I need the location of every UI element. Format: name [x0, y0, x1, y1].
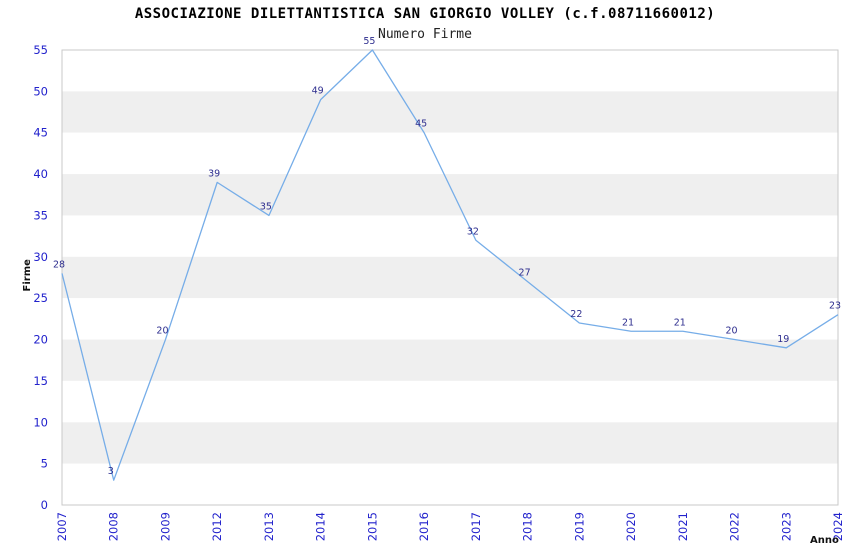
x-tick-label: 2018: [521, 512, 535, 541]
x-tick-label: 2022: [728, 512, 742, 541]
grid-band: [62, 463, 838, 505]
data-point-label: 49: [312, 86, 324, 97]
grid-band: [62, 298, 838, 340]
x-tick-label: 2014: [314, 512, 328, 541]
x-tick-label: 2019: [572, 512, 586, 541]
data-point-label: 21: [674, 317, 686, 328]
grid-band: [62, 380, 838, 423]
grid-band: [62, 50, 838, 92]
x-tick-label: 2017: [469, 512, 483, 541]
x-axis-title: Anno: [810, 535, 839, 546]
grid-band: [62, 339, 838, 381]
data-point-label: 21: [622, 317, 634, 328]
y-tick-label: 40: [33, 167, 48, 181]
grid-band: [62, 91, 838, 133]
y-axis-title: Firme: [22, 259, 33, 292]
grid-band: [62, 174, 838, 216]
plot-border: [61, 49, 839, 506]
data-point-label: 32: [467, 226, 479, 237]
y-tick-label: 15: [33, 374, 48, 388]
y-tick-label: 10: [33, 415, 48, 429]
data-point-label: 55: [363, 36, 375, 47]
y-tick-label: 25: [33, 291, 48, 305]
y-tick-label: 5: [41, 457, 48, 471]
data-point-label: 20: [156, 326, 168, 337]
y-tick-label: 45: [33, 126, 48, 140]
y-tick-label: 30: [33, 250, 48, 264]
x-tick-label: 2020: [624, 512, 638, 541]
x-tick-label: 2015: [365, 512, 379, 541]
data-point-label: 3: [108, 466, 114, 477]
y-tick-label: 50: [33, 84, 48, 98]
grid-band: [62, 132, 838, 175]
y-tick-label: 35: [33, 208, 48, 222]
chart-title: ASSOCIAZIONE DILETTANTISTICA SAN GIORGIO…: [134, 6, 716, 22]
data-point-label: 23: [829, 301, 841, 312]
grid-band: [62, 422, 838, 464]
data-point-label: 35: [260, 201, 272, 212]
x-tick-label: 2007: [55, 512, 69, 541]
x-tick-label: 2023: [779, 512, 793, 541]
data-point-label: 45: [415, 119, 427, 130]
y-tick-label: 55: [33, 43, 48, 57]
grid-band: [62, 256, 838, 299]
data-point-label: 20: [725, 326, 737, 337]
x-tick-label: 2024: [831, 512, 845, 541]
grid-band: [62, 215, 838, 257]
x-tick-label: 2021: [676, 512, 690, 541]
data-point-label: 22: [570, 309, 582, 320]
x-tick-label: 2009: [158, 512, 172, 541]
y-tick-label: 20: [33, 333, 48, 347]
x-tick-label: 2012: [210, 512, 224, 541]
chart-subtitle: Numero Firme: [378, 27, 472, 42]
data-point-label: 27: [519, 268, 531, 279]
data-point-label: 39: [208, 168, 220, 179]
data-point-label: 28: [53, 259, 65, 270]
data-line: [61, 49, 839, 481]
y-tick-label: 0: [41, 498, 48, 512]
x-tick-label: 2016: [417, 512, 431, 541]
data-point-label: 19: [777, 334, 789, 345]
x-tick-label: 2013: [262, 512, 276, 541]
x-tick-label: 2008: [107, 512, 121, 541]
